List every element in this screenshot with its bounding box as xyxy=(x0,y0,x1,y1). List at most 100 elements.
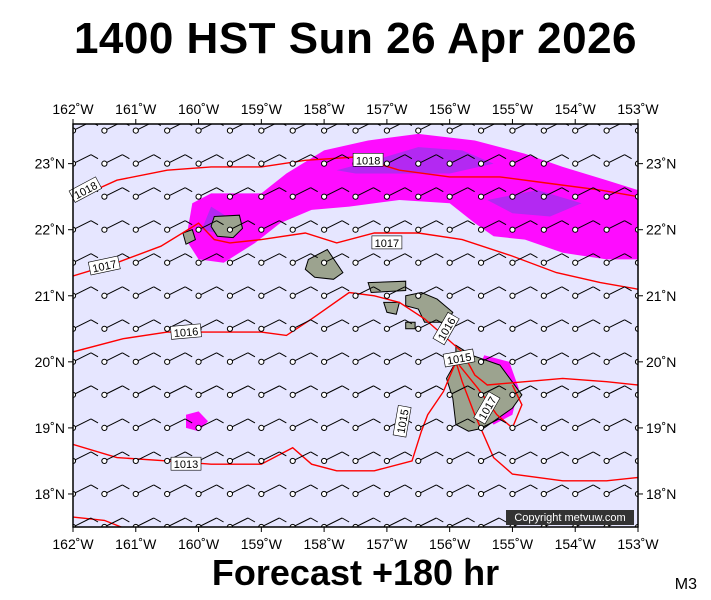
wind-barb xyxy=(446,187,475,200)
wind-barb xyxy=(132,253,162,266)
wind-barb xyxy=(352,385,381,398)
wind-barb xyxy=(321,220,350,233)
wind-barb xyxy=(383,286,413,299)
wind-barb xyxy=(321,352,350,365)
wind-barb xyxy=(509,451,538,465)
wind-barb xyxy=(603,352,632,365)
wind-barb xyxy=(289,319,318,332)
wind-barb xyxy=(603,319,632,332)
wind-barb xyxy=(477,451,507,465)
wind-barb xyxy=(509,124,538,134)
wind-barb xyxy=(572,124,601,134)
wind-barb xyxy=(289,187,318,200)
wind-barb xyxy=(477,352,507,365)
wind-barb xyxy=(383,154,413,167)
wind-barb xyxy=(321,385,350,398)
wind-barb xyxy=(101,484,130,498)
wind-barb xyxy=(132,418,162,432)
isobar-label: 1016 xyxy=(170,323,202,340)
wind-barb xyxy=(509,220,538,233)
wind-barb xyxy=(509,418,538,432)
wind-barb xyxy=(603,385,632,398)
wind-barb xyxy=(132,154,162,167)
isobar-line xyxy=(73,222,638,290)
wind-barb xyxy=(415,385,444,398)
wind-barb xyxy=(415,154,444,167)
wind-barb xyxy=(383,124,413,134)
lat-tick-label-right: 21˚N xyxy=(646,288,676,304)
wind-barb xyxy=(540,319,570,332)
isobar-label-text: 1017 xyxy=(91,259,117,276)
island-molokai xyxy=(367,280,407,294)
wind-barb xyxy=(164,124,193,134)
wind-barbs-layer xyxy=(73,124,638,527)
wind-barb xyxy=(101,187,130,200)
wind-barb xyxy=(603,418,632,432)
lat-tick-label-left: 19˚N xyxy=(35,420,65,436)
wind-barb xyxy=(258,286,287,299)
wind-barb xyxy=(540,385,570,398)
island-kahoolawe xyxy=(405,321,416,330)
wind-barb xyxy=(258,124,287,134)
wind-barb xyxy=(603,124,632,134)
wind-barb xyxy=(603,253,632,266)
wind-barb xyxy=(383,253,413,266)
wind-barb xyxy=(415,352,444,365)
wind-barb xyxy=(572,187,601,200)
wind-barb xyxy=(572,154,601,167)
wind-barb xyxy=(289,451,318,465)
wind-barb xyxy=(540,418,570,432)
wind-barb xyxy=(195,418,224,432)
lat-tick-label-right: 18˚N xyxy=(646,486,676,502)
wind-barb xyxy=(321,124,350,134)
wind-barb xyxy=(634,391,638,398)
wind-barb xyxy=(415,418,444,432)
wind-barb xyxy=(383,319,413,332)
wind-barb xyxy=(603,187,632,200)
wind-barb xyxy=(195,154,224,167)
wind-barb xyxy=(258,253,287,266)
wind-barb xyxy=(289,220,318,233)
wind-barb xyxy=(572,418,601,432)
wind-barb xyxy=(226,154,256,167)
isobar-label-text: 1015 xyxy=(446,351,472,367)
wind-barb xyxy=(101,451,130,465)
wind-barb xyxy=(572,385,601,398)
axis-ticks-layer: 162˚W 162˚W 161˚W 161˚W 160˚W 160˚W 159˚W 159˚W… xyxy=(35,101,677,552)
lon-tick-label-top: 162˚W xyxy=(52,101,94,117)
wind-barb xyxy=(164,253,193,266)
lat-tick-label-right: 19˚N xyxy=(646,420,676,436)
wind-barb xyxy=(540,451,570,465)
wind-barb xyxy=(572,220,601,233)
island-kauai xyxy=(210,214,244,239)
wind-barb xyxy=(195,352,224,365)
wind-barb xyxy=(540,154,570,167)
wind-barb xyxy=(509,154,538,167)
wind-barb xyxy=(540,286,570,299)
wind-barb xyxy=(164,352,193,365)
wind-barb xyxy=(195,220,224,233)
wind-barb xyxy=(321,154,350,167)
rain-region-light xyxy=(186,133,638,263)
isobar-line xyxy=(73,359,638,482)
wind-barb xyxy=(572,451,601,465)
lon-tick-label-bottom: 154˚W xyxy=(555,536,597,552)
wind-barb xyxy=(132,124,162,134)
wind-barb xyxy=(352,352,381,365)
wind-barb xyxy=(477,124,507,134)
wind-barb xyxy=(540,220,570,233)
island-hawaii xyxy=(445,344,523,432)
wind-barb xyxy=(195,124,224,134)
wind-barb xyxy=(226,253,256,266)
wind-barb xyxy=(226,286,256,299)
wind-barb xyxy=(101,220,130,233)
wind-barb xyxy=(603,154,632,167)
isobar-label: 1017 xyxy=(371,235,403,250)
isobar-label-text: 1016 xyxy=(173,326,198,340)
wind-barb xyxy=(383,451,413,465)
lon-tick-label-bottom: 153˚W xyxy=(617,536,659,552)
isobar-label: 1013 xyxy=(170,456,202,471)
wind-barb xyxy=(289,286,318,299)
lon-tick-label-top: 156˚W xyxy=(429,101,471,117)
